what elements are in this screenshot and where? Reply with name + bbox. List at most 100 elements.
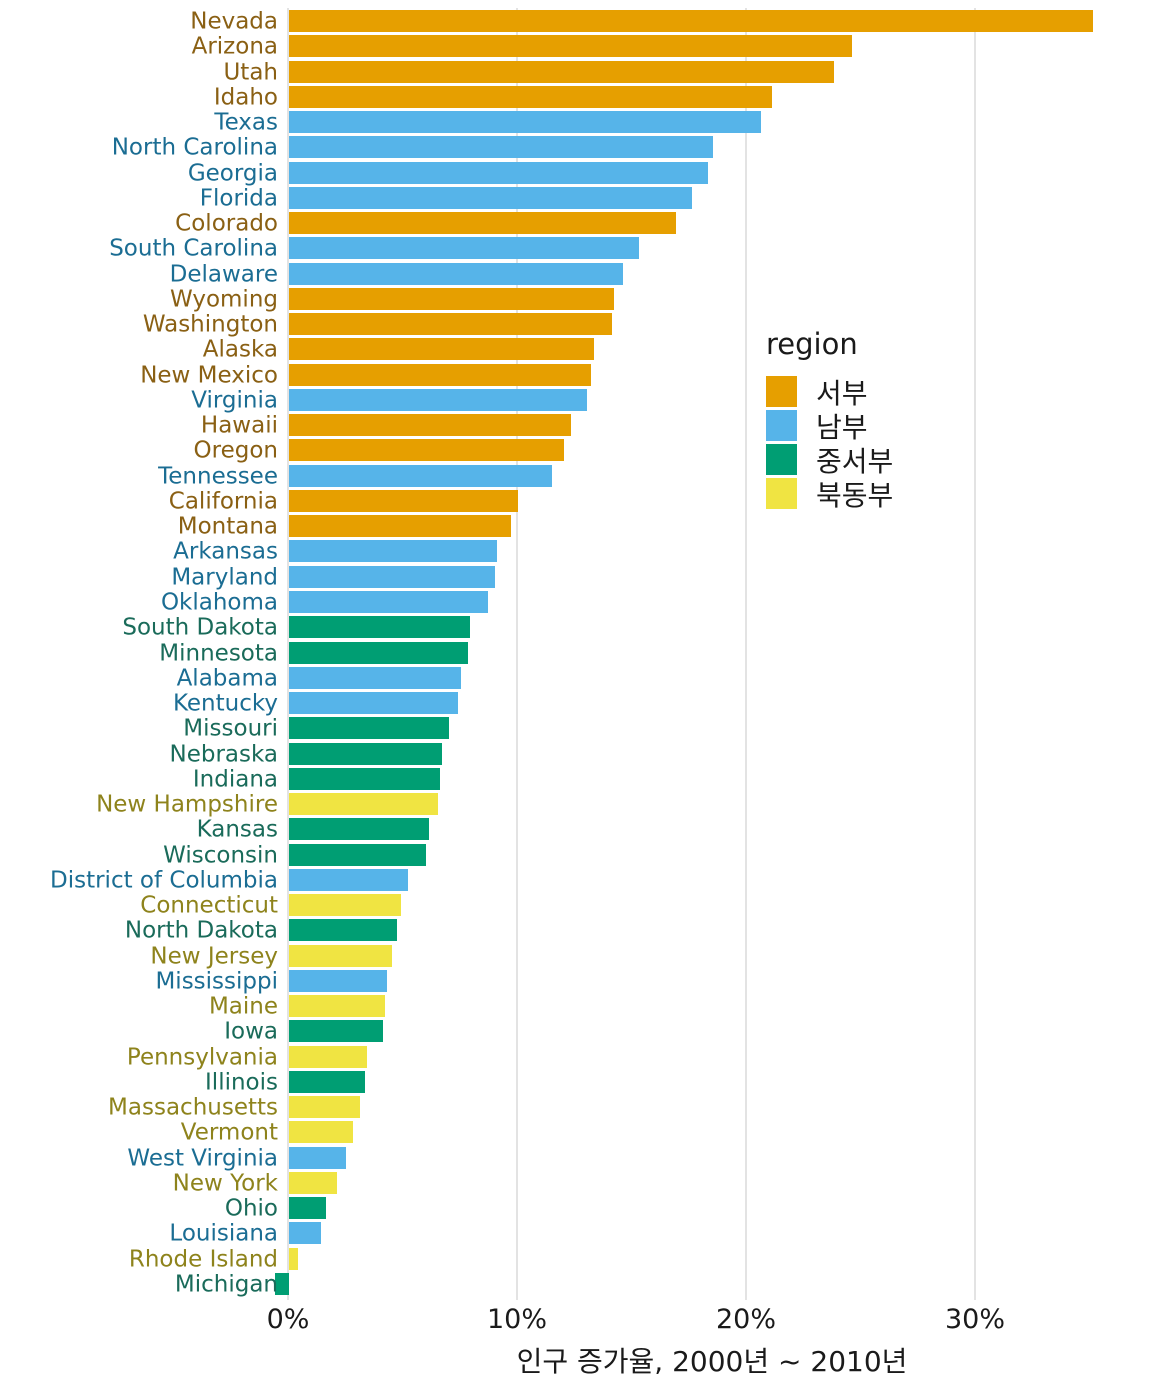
state-label-vermont: Vermont (180, 1119, 278, 1146)
state-label-montana: Montana (177, 513, 278, 540)
bar-colorado (289, 212, 676, 235)
state-label-wyoming: Wyoming (170, 286, 278, 313)
legend-entry-midwest: 중서부 (766, 444, 893, 478)
state-label-kentucky: Kentucky (172, 690, 278, 717)
bar-new-hampshire (289, 793, 438, 816)
bar-indiana (289, 767, 441, 790)
legend-label-midwest: 중서부 (816, 444, 894, 478)
state-label-colorado: Colorado (175, 210, 278, 237)
state-label-california: California (168, 488, 278, 515)
state-label-iowa: Iowa (224, 1018, 278, 1045)
bar-delaware (289, 262, 624, 285)
bar-arizona (289, 35, 853, 58)
bar-nebraska (289, 742, 443, 765)
gridline-30% (974, 8, 976, 1300)
bar-hawaii (289, 414, 571, 437)
state-label-north-dakota: North Dakota (124, 917, 278, 944)
bar-rhode-island (289, 1247, 299, 1270)
state-label-maine: Maine (208, 993, 278, 1020)
bar-north-dakota (289, 919, 397, 942)
state-label-mississippi: Mississippi (155, 968, 278, 995)
state-label-arkansas: Arkansas (173, 538, 278, 565)
state-label-nebraska: Nebraska (169, 741, 279, 768)
state-label-michigan: Michigan (174, 1271, 278, 1298)
state-label-alabama: Alabama (176, 665, 278, 692)
state-label-new-jersey: New Jersey (150, 943, 278, 970)
state-label-idaho: Idaho (213, 84, 278, 111)
bar-tennessee (289, 464, 553, 487)
bar-michigan (275, 1273, 289, 1295)
state-label-connecticut: Connecticut (140, 892, 278, 919)
bar-california (289, 489, 518, 512)
bar-mississippi (289, 969, 388, 992)
bar-new-york (289, 1171, 338, 1194)
legend: region 서부 남부 중서부 북동부 (766, 327, 893, 512)
legend-label-south: 남부 (816, 410, 868, 444)
bar-massachusetts (289, 1096, 360, 1119)
bar-vermont (289, 1121, 354, 1144)
state-label-indiana: Indiana (192, 766, 278, 793)
state-label-south-carolina: South Carolina (109, 235, 278, 262)
bar-ohio (289, 1197, 326, 1220)
state-label-tennessee: Tennessee (158, 463, 278, 490)
bar-connecticut (289, 894, 402, 917)
legend-label-northeast: 북동부 (816, 478, 894, 512)
state-label-new-york: New York (172, 1170, 278, 1197)
state-label-south-dakota: South Dakota (122, 614, 278, 641)
state-label-texas: Texas (214, 109, 278, 136)
state-label-arizona: Arizona (191, 33, 278, 60)
legend-swatch-northeast (766, 478, 797, 509)
state-label-district-of-columbia: District of Columbia (50, 867, 278, 894)
gridline-20% (745, 8, 747, 1300)
state-label-pennsylvania: Pennsylvania (126, 1044, 278, 1071)
bar-kansas (289, 818, 429, 841)
bar-arkansas (289, 540, 498, 563)
bar-district-of-columbia (289, 868, 409, 891)
state-label-illinois: Illinois (205, 1069, 278, 1096)
bar-new-jersey (289, 944, 393, 967)
bar-kentucky (289, 692, 459, 715)
state-label-missouri: Missouri (183, 715, 278, 742)
bar-oklahoma (289, 590, 489, 613)
x-tick-label-0%: 0% (266, 1304, 310, 1335)
state-label-west-virginia: West Virginia (127, 1145, 278, 1172)
state-label-utah: Utah (223, 59, 278, 86)
bar-iowa (289, 1020, 383, 1043)
state-label-massachusetts: Massachusetts (108, 1094, 278, 1121)
legend-entry-northeast: 북동부 (766, 478, 893, 512)
legend-entry-south: 남부 (766, 410, 868, 444)
bar-montana (289, 515, 512, 538)
state-label-nevada: Nevada (190, 8, 278, 35)
state-label-wisconsin: Wisconsin (163, 842, 278, 869)
state-label-north-carolina: North Carolina (111, 134, 278, 161)
bar-south-dakota (289, 616, 470, 639)
bar-washington (289, 313, 612, 336)
legend-entries: 서부 남부 중서부 북동부 (766, 376, 893, 512)
bar-new-mexico (289, 363, 592, 386)
state-label-virginia: Virginia (191, 387, 278, 414)
bar-georgia (289, 161, 709, 184)
state-label-oregon: Oregon (193, 437, 278, 464)
state-label-ohio: Ohio (224, 1195, 278, 1222)
state-label-new-hampshire: New Hampshire (96, 791, 278, 818)
bar-alaska (289, 338, 594, 361)
bar-idaho (289, 85, 773, 108)
state-label-rhode-island: Rhode Island (128, 1246, 278, 1273)
bar-north-carolina (289, 136, 713, 159)
legend-swatch-south (766, 410, 797, 441)
legend-entry-west: 서부 (766, 376, 868, 410)
x-axis-title: 인구 증가율, 2000년 ~ 2010년 (516, 1345, 908, 1378)
bar-south-carolina (289, 237, 640, 260)
bar-wisconsin (289, 843, 427, 866)
bar-maryland (289, 565, 496, 588)
state-label-florida: Florida (199, 185, 278, 212)
bar-wyoming (289, 287, 615, 310)
state-label-louisiana: Louisiana (169, 1220, 278, 1247)
bar-texas (289, 111, 761, 134)
state-label-maryland: Maryland (171, 564, 278, 591)
gridline-10% (516, 8, 518, 1300)
state-label-delaware: Delaware (169, 261, 278, 288)
bar-missouri (289, 717, 450, 740)
state-label-kansas: Kansas (196, 816, 278, 843)
